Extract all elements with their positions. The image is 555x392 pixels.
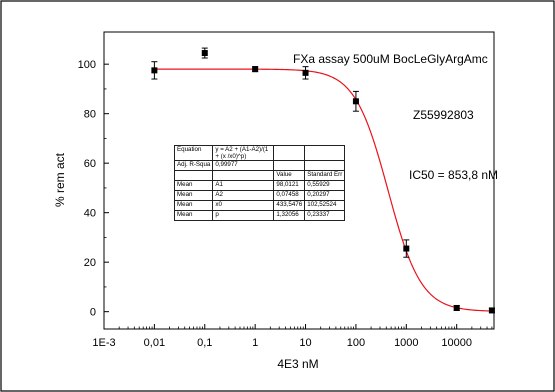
table-cell: 0,23337 bbox=[304, 210, 346, 221]
table-row: Adj. R-Squa 0,99977 bbox=[173, 160, 346, 171]
x-tick-label: 1E-3 bbox=[92, 337, 115, 349]
data-point bbox=[201, 50, 208, 57]
x-tick-label: 10 bbox=[299, 337, 311, 349]
table-cell: p bbox=[212, 210, 275, 221]
table-cell: 0,55929 bbox=[304, 180, 346, 191]
table-cell: Standard Err bbox=[304, 170, 346, 181]
data-point bbox=[151, 67, 158, 74]
table-cell: 102,52524 bbox=[304, 200, 346, 211]
table-cell: Adj. R-Squa bbox=[173, 160, 214, 171]
table-cell: 0,20297 bbox=[304, 190, 346, 201]
table-cell: Mean bbox=[173, 210, 214, 221]
table-cell: y = A2 + (A1-A2)/(1 + (x /x0)^p) bbox=[212, 145, 275, 161]
x-tick-label: 0,1 bbox=[197, 337, 212, 349]
table-row: Mean x0 433,5476 102,52524 bbox=[173, 200, 346, 211]
data-point bbox=[453, 304, 460, 311]
fit-parameters-table: Equation y = A2 + (A1-A2)/(1 + (x /x0)^p… bbox=[173, 145, 346, 221]
table-cell: Mean bbox=[173, 190, 214, 201]
table-cell: 98,0121 bbox=[273, 180, 306, 191]
plot-area bbox=[103, 31, 495, 330]
fit-curve bbox=[154, 68, 492, 312]
x-tick-label: 0,01 bbox=[144, 337, 165, 349]
table-cell: A1 bbox=[212, 180, 275, 191]
data-point bbox=[302, 69, 309, 76]
chart-title: FXa assay 500uM BocLeGlyArgAmc bbox=[293, 52, 488, 66]
table-row: Equation y = A2 + (A1-A2)/(1 + (x /x0)^p… bbox=[173, 145, 346, 161]
y-tick-label: 20 bbox=[84, 257, 96, 269]
y-tick-label: 0 bbox=[90, 307, 96, 319]
x-tick-label: 1 bbox=[252, 337, 258, 349]
table-cell: Mean bbox=[173, 200, 214, 211]
axes: 1E-3 0,01 0,1 1 10 100 1000 10000 0 20 40 60 80 100 bbox=[78, 59, 493, 349]
y-tick-label: 60 bbox=[84, 158, 96, 170]
table-cell: Value bbox=[273, 170, 306, 181]
table-cell bbox=[273, 145, 306, 161]
table-cell bbox=[212, 170, 275, 181]
table-cell: x0 bbox=[212, 200, 275, 211]
table-cell bbox=[173, 170, 214, 181]
x-axis-label: 4E3 nM bbox=[277, 357, 318, 371]
table-cell: 0,07458 bbox=[273, 190, 306, 201]
y-tick-label: 100 bbox=[78, 59, 96, 71]
data-point bbox=[352, 98, 359, 105]
ic50-label: IC50 = 853,8 nM bbox=[409, 168, 498, 182]
table-cell bbox=[304, 145, 346, 161]
table-cell: 433,5476 bbox=[273, 200, 306, 211]
data-point bbox=[488, 307, 495, 314]
data-point bbox=[403, 245, 410, 252]
table-row: Value Standard Err bbox=[173, 170, 346, 181]
table-cell bbox=[304, 160, 346, 171]
table-cell: 0,99977 bbox=[212, 160, 275, 171]
x-tick-label: 100 bbox=[347, 337, 365, 349]
y-tick-label: 80 bbox=[84, 109, 96, 121]
data-point bbox=[252, 66, 259, 73]
table-cell: Mean bbox=[173, 180, 214, 191]
x-tick-label: 1000 bbox=[394, 337, 418, 349]
y-tick-label: 40 bbox=[84, 208, 96, 220]
table-row: Mean p 1,32056 0,23337 bbox=[173, 210, 346, 221]
table-cell bbox=[273, 160, 306, 171]
data-points bbox=[151, 47, 495, 314]
table-row: Mean A2 0,07458 0,20297 bbox=[173, 190, 346, 201]
x-tick-label: 10000 bbox=[441, 337, 472, 349]
compound-id: Z55992803 bbox=[413, 108, 474, 122]
table-row: Mean A1 98,0121 0,55929 bbox=[173, 180, 346, 191]
table-cell: 1,32056 bbox=[273, 210, 306, 221]
table-cell: Equation bbox=[173, 145, 214, 161]
table-cell: A2 bbox=[212, 190, 275, 201]
y-axis-label: % rem act bbox=[53, 152, 67, 207]
